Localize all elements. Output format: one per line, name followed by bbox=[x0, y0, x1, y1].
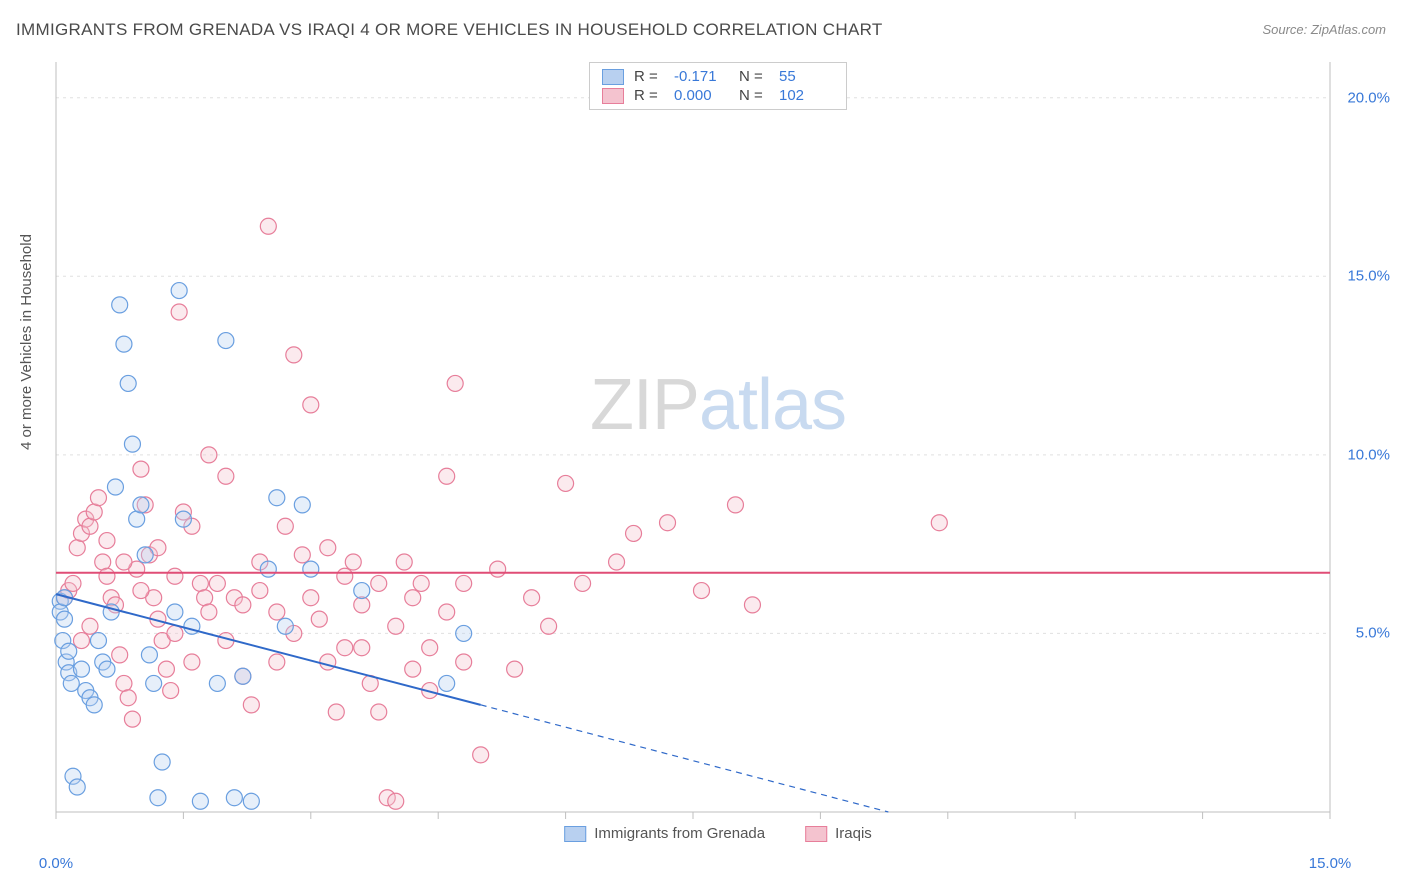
stat-n-value-1: 102 bbox=[779, 87, 834, 104]
legend-item-grenada: Immigrants from Grenada bbox=[564, 825, 765, 842]
ytick-label: 20.0% bbox=[1347, 89, 1390, 106]
stat-legend: R = -0.171 N = 55 R = 0.000 N = 102 bbox=[589, 62, 847, 110]
chart-area: ZIPatlas R = -0.171 N = 55 R = 0.000 N =… bbox=[50, 58, 1386, 846]
scatter-chart bbox=[50, 58, 1386, 846]
stat-r-value-1: 0.000 bbox=[674, 87, 729, 104]
chart-title: IMMIGRANTS FROM GRENADA VS IRAQI 4 OR MO… bbox=[16, 20, 883, 40]
legend-swatch-grenada-icon bbox=[564, 826, 586, 842]
xtick-label: 15.0% bbox=[1309, 855, 1352, 872]
stat-legend-row-1: R = 0.000 N = 102 bbox=[602, 87, 834, 104]
y-axis-label: 4 or more Vehicles in Household bbox=[18, 234, 35, 450]
bottom-legend: Immigrants from Grenada Iraqis bbox=[564, 825, 872, 842]
stat-r-label: R = bbox=[634, 87, 664, 104]
ytick-label: 15.0% bbox=[1347, 268, 1390, 285]
legend-label-grenada: Immigrants from Grenada bbox=[594, 825, 765, 842]
stat-n-label: N = bbox=[739, 68, 769, 85]
ytick-label: 5.0% bbox=[1356, 625, 1390, 642]
stat-r-label: R = bbox=[634, 68, 664, 85]
legend-label-iraqis: Iraqis bbox=[835, 825, 872, 842]
stat-r-value-0: -0.171 bbox=[674, 68, 729, 85]
source-label: Source: ZipAtlas.com bbox=[1262, 22, 1386, 37]
legend-swatch-iraqis-icon bbox=[805, 826, 827, 842]
legend-swatch-iraqis bbox=[602, 88, 624, 104]
stat-legend-row-0: R = -0.171 N = 55 bbox=[602, 68, 834, 85]
legend-swatch-grenada bbox=[602, 69, 624, 85]
ytick-label: 10.0% bbox=[1347, 446, 1390, 463]
xtick-label: 0.0% bbox=[39, 855, 73, 872]
stat-n-value-0: 55 bbox=[779, 68, 834, 85]
legend-item-iraqis: Iraqis bbox=[805, 825, 872, 842]
stat-n-label: N = bbox=[739, 87, 769, 104]
